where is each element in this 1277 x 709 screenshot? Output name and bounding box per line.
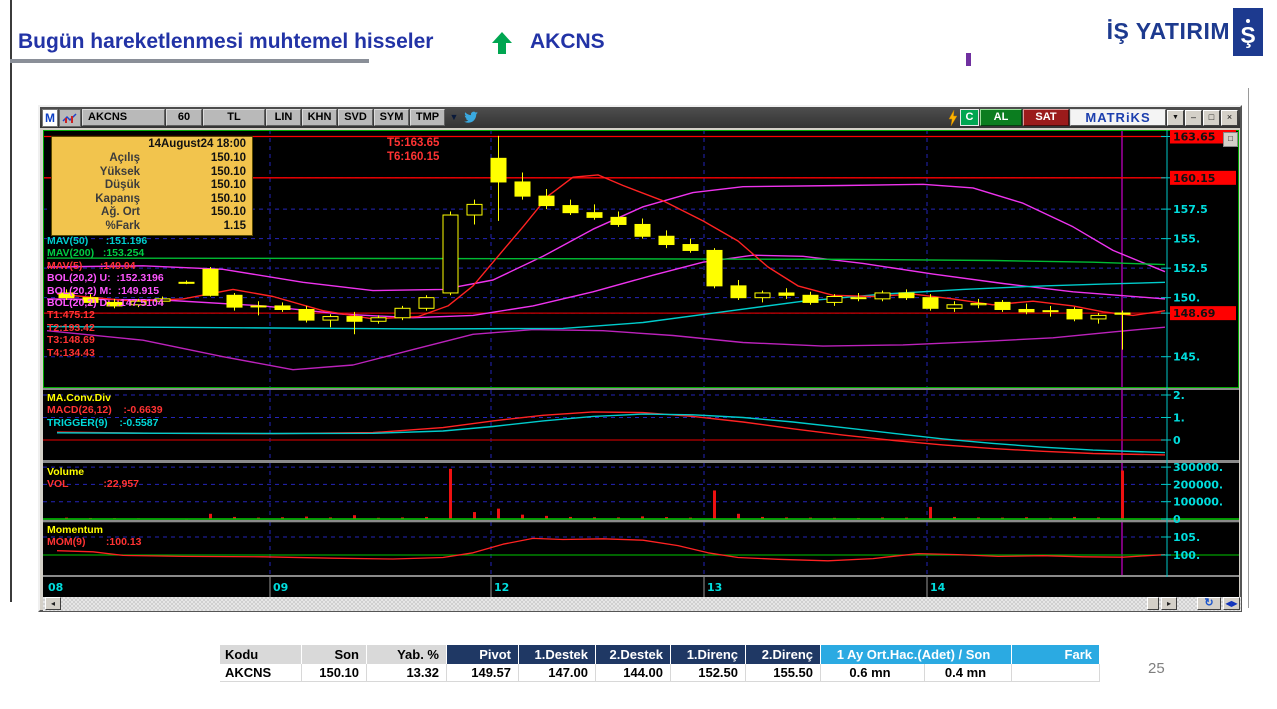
- svg-text:14: 14: [930, 581, 946, 594]
- header-destek1: 1.Destek: [519, 645, 596, 664]
- logo-dot: [1246, 18, 1250, 23]
- matriks-m-icon[interactable]: M: [42, 108, 58, 127]
- svg-text:145.: 145.: [1173, 351, 1200, 364]
- minimize-button[interactable]: –: [1185, 109, 1202, 126]
- svg-text:200000.: 200000.: [1173, 478, 1223, 491]
- svg-text:08: 08: [48, 581, 63, 594]
- svg-text:155.: 155.: [1173, 233, 1200, 246]
- period-field[interactable]: 60: [166, 109, 202, 126]
- svg-text:157.5: 157.5: [1173, 203, 1208, 216]
- cell-fark: [1012, 664, 1100, 682]
- header-direnc1: 1.Direnç: [671, 645, 746, 664]
- refresh-button[interactable]: ↻: [1197, 597, 1221, 610]
- mode-khn-button[interactable]: KHN: [302, 109, 337, 126]
- svg-text:300000.: 300000.: [1173, 461, 1223, 474]
- brand-name: İŞ YATIRIM: [1106, 18, 1230, 44]
- svg-text:0: 0: [1173, 434, 1181, 447]
- svg-text:0: 0: [1173, 513, 1181, 526]
- flash-icon[interactable]: [947, 109, 959, 126]
- cell-destek2: 144.00: [596, 664, 671, 682]
- cell-pivot: 149.57: [447, 664, 519, 682]
- svg-text:100000.: 100000.: [1173, 496, 1223, 509]
- chart-type-icon[interactable]: [59, 108, 81, 127]
- cell-son: 150.10: [302, 664, 367, 682]
- title-underline: [10, 59, 369, 63]
- scrollbar-thumb[interactable]: [1147, 597, 1159, 610]
- cell-destek1: 147.00: [519, 664, 596, 682]
- header-destek2: 2.Destek: [596, 645, 671, 664]
- chevron-down-icon[interactable]: ▼: [449, 112, 459, 122]
- svg-text:13: 13: [707, 581, 722, 594]
- up-arrow-icon: [492, 32, 512, 61]
- restore-button[interactable]: □: [1203, 109, 1220, 126]
- svg-text:150.: 150.: [1173, 292, 1200, 305]
- slide-right-border: [1248, 88, 1249, 608]
- mode-lin-button[interactable]: LIN: [266, 109, 301, 126]
- cell-hacim-ort: 0.6 mn: [821, 664, 925, 682]
- mode-tmp-button[interactable]: TMP: [410, 109, 445, 126]
- close-button[interactable]: ×: [1221, 109, 1238, 126]
- svg-text:12: 12: [494, 581, 509, 594]
- chart-canvas[interactable]: 163.65 160.15 157.5 155. 152.5 150. 148.69 145.…: [43, 130, 1239, 597]
- mode-sym-button[interactable]: SYM: [374, 109, 409, 126]
- window-dropdown-button[interactable]: ▼: [1167, 109, 1184, 126]
- header-yab: Yab. %: [367, 645, 447, 664]
- page-title: Bugün hareketlenmesi muhtemel hisseler: [18, 30, 434, 53]
- svg-text:152.5: 152.5: [1173, 262, 1208, 275]
- page-number: 25: [1148, 660, 1165, 677]
- table-row: AKCNS 150.10 13.32 149.57 147.00 144.00 …: [220, 664, 1100, 683]
- logo-monogram: Ş: [1240, 21, 1256, 48]
- cell-yab: 13.32: [367, 664, 447, 682]
- scroll-right-button[interactable]: ▸: [1161, 597, 1177, 610]
- svg-text:100.: 100.: [1173, 549, 1200, 562]
- buy-button[interactable]: AL: [980, 109, 1022, 126]
- slide-left-border: [10, 0, 12, 602]
- brand-logo: Ş: [1233, 8, 1263, 56]
- chart-scrollbar[interactable]: ◂ ▸ ↻ ◀▶: [43, 597, 1241, 611]
- cell-hacim-son: 0.4 mn: [925, 664, 1012, 682]
- svg-text:160.15: 160.15: [1173, 172, 1215, 185]
- c-button[interactable]: C: [960, 109, 979, 126]
- mode-svd-button[interactable]: SVD: [338, 109, 373, 126]
- svg-text:2.: 2.: [1173, 389, 1185, 402]
- pivot-table: Kodu Son Yab. % Pivot 1.Destek 2.Destek …: [220, 645, 1100, 683]
- sell-button[interactable]: SAT: [1023, 109, 1069, 126]
- ticker-label: AKCNS: [530, 30, 605, 53]
- cell-kodu: AKCNS: [220, 664, 302, 682]
- matriks-chart-window: M AKCNS 60 TL LIN KHN SVD SYM TMP ▼ C AL…: [38, 105, 1242, 612]
- nav-arrows-button[interactable]: ◀▶: [1223, 597, 1240, 610]
- header-pivot: Pivot: [447, 645, 519, 664]
- matriks-logo: MATRiKS: [1070, 109, 1166, 126]
- twitter-icon[interactable]: [463, 111, 479, 124]
- pane-collapse-button[interactable]: □: [1223, 132, 1238, 147]
- purple-cursor-mark: [966, 53, 971, 66]
- header-hacim: 1 Ay Ort.Hac.(Adet) / Son: [821, 645, 1012, 664]
- svg-text:105.: 105.: [1173, 531, 1200, 544]
- header-son: Son: [302, 645, 367, 664]
- scroll-left-button[interactable]: ◂: [45, 597, 61, 610]
- symbol-field[interactable]: AKCNS: [82, 109, 165, 126]
- header-kodu: Kodu: [220, 645, 302, 664]
- header-direnc2: 2.Direnç: [746, 645, 821, 664]
- cell-direnc2: 155.50: [746, 664, 821, 682]
- svg-text:163.65: 163.65: [1173, 130, 1215, 143]
- svg-text:1.: 1.: [1173, 412, 1185, 425]
- window-titlebar[interactable]: M AKCNS 60 TL LIN KHN SVD SYM TMP ▼ C AL…: [40, 107, 1240, 128]
- table-header-row: Kodu Son Yab. % Pivot 1.Destek 2.Destek …: [220, 645, 1100, 664]
- cell-direnc1: 152.50: [671, 664, 746, 682]
- currency-field[interactable]: TL: [203, 109, 265, 126]
- svg-text:148.69: 148.69: [1173, 307, 1215, 320]
- chart-svg: 163.65 160.15 157.5 155. 152.5 150. 148.69 145.…: [43, 130, 1239, 597]
- header-fark: Fark: [1012, 645, 1100, 664]
- svg-text:09: 09: [273, 581, 288, 594]
